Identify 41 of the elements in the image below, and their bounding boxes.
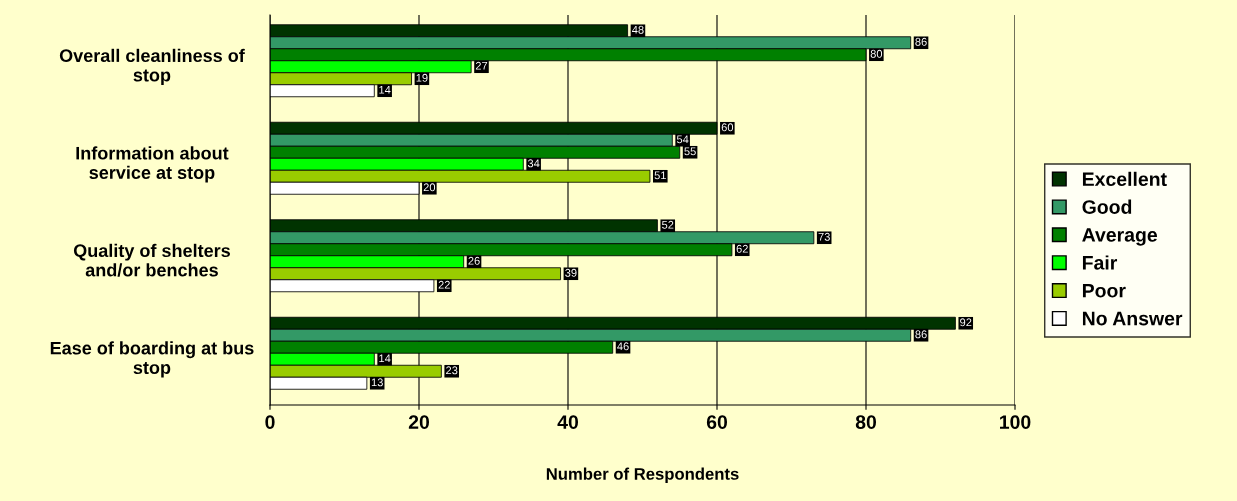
data-label: 80 <box>870 49 883 58</box>
data-label: 22 <box>438 280 450 289</box>
x-tick-label: 80 <box>855 415 877 429</box>
data-label: 92 <box>960 318 972 327</box>
data-label: 60 <box>721 123 734 132</box>
x-tick-label: 100 <box>1000 415 1031 429</box>
data-label: 39 <box>565 268 577 277</box>
y-tick-label: Information about service at stop <box>76 146 229 183</box>
data-label: 86 <box>915 330 927 339</box>
data-label: 23 <box>446 366 458 375</box>
y-tick-label: Quality of shelters and/or benches <box>73 243 230 277</box>
data-label: 14 <box>379 354 391 363</box>
x-tick-label: 60 <box>706 415 728 429</box>
data-label: 73 <box>818 232 830 241</box>
data-label: 62 <box>736 244 748 253</box>
legend-label: Fair <box>1082 255 1118 270</box>
data-label: 48 <box>632 25 644 34</box>
x-tick-label: 0 <box>265 415 275 429</box>
data-label: 86 <box>915 37 927 46</box>
data-label: 27 <box>475 61 488 70</box>
data-label: 55 <box>684 147 696 156</box>
data-label: 34 <box>527 159 540 168</box>
y-tick-label: Overall cleanliness of stop <box>59 48 245 86</box>
x-axis-title: Number of Respondents <box>546 467 739 484</box>
legend-label: Good <box>1082 199 1132 214</box>
data-label: 51 <box>654 171 666 180</box>
y-tick-label: Ease of boarding at bus stop <box>50 341 254 378</box>
legend-label: Poor <box>1082 283 1126 298</box>
data-label: 20 <box>423 183 436 192</box>
x-tick-label: 40 <box>557 415 579 429</box>
legend-label: Average <box>1082 228 1158 246</box>
data-label: 54 <box>676 135 689 144</box>
data-label: 52 <box>662 220 674 229</box>
legend-label: Excellent <box>1082 171 1167 187</box>
data-label: 46 <box>617 342 629 351</box>
x-tick-label: 20 <box>408 415 430 429</box>
data-label: 26 <box>468 256 480 265</box>
data-label: 19 <box>416 73 428 82</box>
data-label: 14 <box>379 85 391 94</box>
data-label: 13 <box>371 378 383 387</box>
legend-label: No Answer <box>1082 311 1183 326</box>
